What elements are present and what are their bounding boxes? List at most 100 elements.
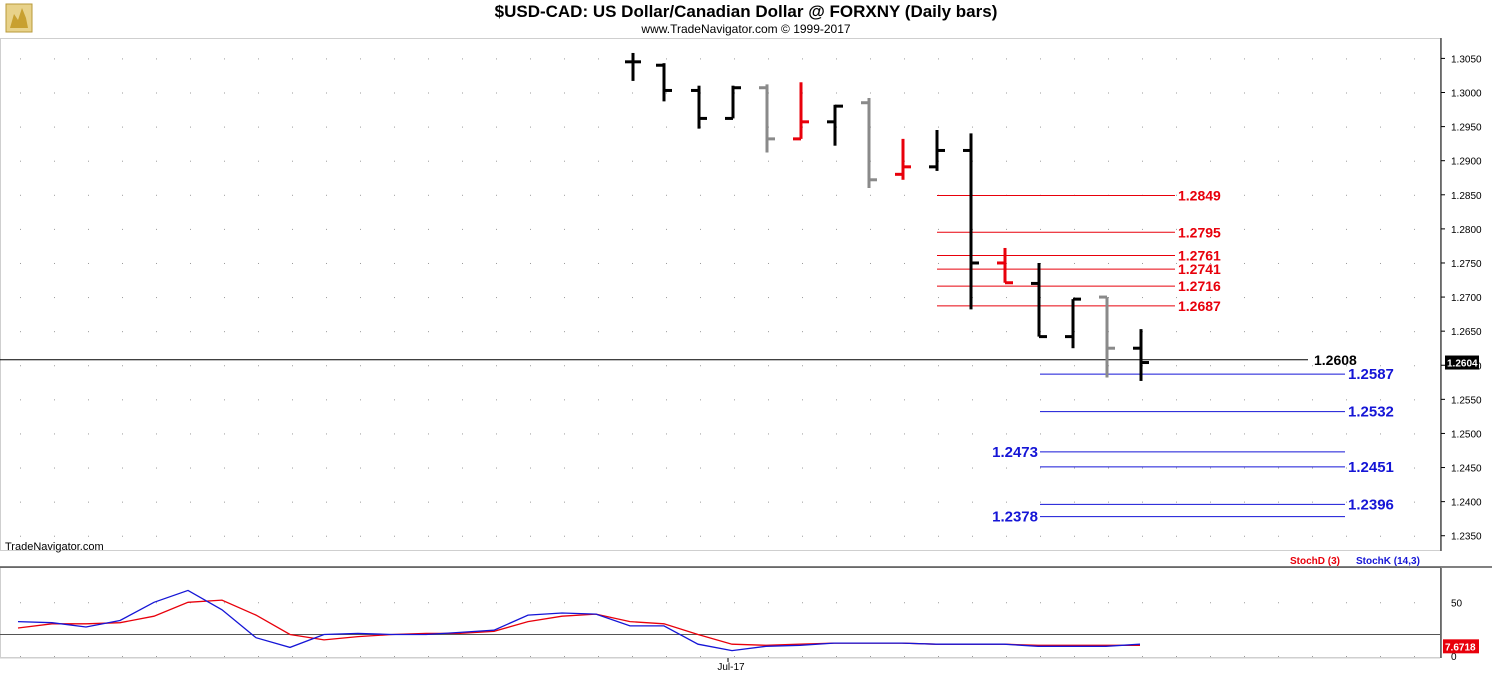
grid-dot [1210, 160, 1211, 162]
grid-dot [1312, 656, 1313, 657]
grid-dot [1414, 399, 1415, 401]
grid-dot [394, 160, 395, 162]
grid-dot [802, 365, 803, 367]
grid-dot [156, 331, 157, 333]
grid-dot [1414, 331, 1415, 333]
grid-dot [54, 467, 55, 469]
grid-dot [88, 262, 89, 264]
grid-dot [292, 365, 293, 367]
grid-dot [428, 433, 429, 435]
grid-dot [1176, 92, 1177, 94]
grid-dot [564, 535, 565, 537]
grid-dot [258, 501, 259, 503]
grid-dot [1074, 92, 1075, 94]
bull-logo-icon[interactable] [5, 3, 33, 33]
price-tick-label: 1.3000 [1451, 89, 1482, 100]
grid-dot [462, 535, 463, 537]
grid-dot [700, 501, 701, 503]
grid-dot [462, 365, 463, 367]
grid-dot [870, 535, 871, 537]
red-level-label: 1.2687 [1178, 298, 1221, 314]
grid-dot [666, 126, 667, 128]
grid-dot [258, 602, 259, 604]
grid-dot [802, 399, 803, 401]
grid-dot [1278, 399, 1279, 401]
grid-dot [564, 365, 565, 367]
grid-dot [530, 331, 531, 333]
grid-dot [768, 433, 769, 435]
grid-dot [496, 501, 497, 503]
grid-dot [904, 501, 905, 503]
grid-dot [54, 602, 55, 604]
grid-dot [530, 467, 531, 469]
blue-level-label: 1.2378 [992, 509, 1038, 526]
grid-dot [1006, 365, 1007, 367]
grid-dot [122, 194, 123, 196]
stoch-k-legend: StochK (14,3) [1356, 556, 1420, 567]
grid-dot [632, 501, 633, 503]
grid-dot [768, 160, 769, 162]
grid-dot [224, 602, 225, 604]
red-level-label: 1.2716 [1178, 278, 1221, 294]
grid-dot [462, 656, 463, 657]
grid-dot [1414, 535, 1415, 537]
grid-dot [1346, 194, 1347, 196]
grid-dot [666, 92, 667, 94]
grid-dot [394, 228, 395, 230]
grid-dot [1108, 399, 1109, 401]
grid-dot [768, 194, 769, 196]
grid-dot [122, 58, 123, 60]
grid-dot [360, 656, 361, 657]
price-tick-label: 1.2400 [1451, 498, 1482, 509]
grid-dot [224, 92, 225, 94]
grid-dot [1142, 602, 1143, 604]
grid-dot [1142, 433, 1143, 435]
grid-dot [462, 58, 463, 60]
price-tick-label: 1.3050 [1451, 54, 1482, 65]
grid-dot [462, 160, 463, 162]
grid-dot [938, 501, 939, 503]
grid-dot [666, 228, 667, 230]
grid-dot [1176, 535, 1177, 537]
grid-dot [1108, 433, 1109, 435]
grid-dot [1210, 365, 1211, 367]
grid-dot [768, 365, 769, 367]
grid-dot [54, 656, 55, 657]
price-axis: 1.3050 1.3000 1.2950 1.2900 1.2850 1.2800 1.27… [1440, 38, 1482, 551]
grid-dot [224, 297, 225, 299]
grid-dot [700, 160, 701, 162]
grid-dot [54, 228, 55, 230]
grid-dot [700, 433, 701, 435]
grid-dot [1244, 126, 1245, 128]
grid-dot [870, 433, 871, 435]
grid-dot [292, 433, 293, 435]
price-tick-label: 1.2550 [1451, 395, 1482, 406]
grid-dot [802, 331, 803, 333]
grid-dot [870, 501, 871, 503]
grid-dot [156, 365, 157, 367]
grid-dot [122, 365, 123, 367]
grid-dot [20, 228, 21, 230]
grid-dot [88, 194, 89, 196]
grid-dot [870, 262, 871, 264]
grid-dot [20, 365, 21, 367]
grid-dot [1210, 656, 1211, 657]
grid-dot [20, 331, 21, 333]
grid-dot [904, 602, 905, 604]
grid-dot [20, 399, 21, 401]
grid-dot [734, 467, 735, 469]
grid-dot [20, 535, 21, 537]
red-level-label: 1.2741 [1178, 261, 1221, 277]
grid-dot [496, 297, 497, 299]
grid-dot [1244, 58, 1245, 60]
grid-dot [1312, 228, 1313, 230]
grid-dot [122, 160, 123, 162]
grid-dot [1244, 160, 1245, 162]
grid-dot [1346, 602, 1347, 604]
grid-dot [292, 92, 293, 94]
grid-dot [1142, 126, 1143, 128]
grid-dot [802, 656, 803, 657]
grid-dot [122, 126, 123, 128]
grid-dot [870, 365, 871, 367]
